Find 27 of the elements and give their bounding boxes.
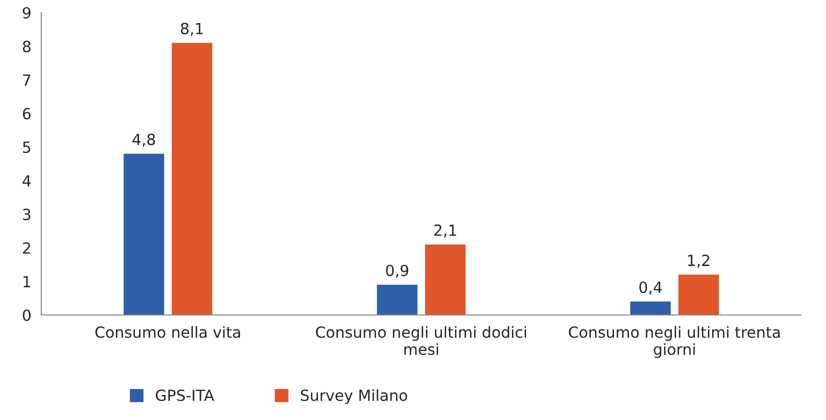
x-tick-label: Consumo negli ultimi dodici mesi bbox=[316, 326, 526, 356]
data-label: 0,9 bbox=[386, 264, 408, 278]
y-tick-label: 9 bbox=[22, 7, 31, 19]
bar bbox=[172, 42, 212, 315]
bar bbox=[124, 154, 164, 315]
y-tick-label: 3 bbox=[23, 208, 30, 220]
legend-label: Survey Milano bbox=[300, 389, 408, 404]
legend-label: GPS-ITA bbox=[156, 390, 214, 402]
y-tick-label: 6 bbox=[22, 108, 31, 120]
data-label: 4,8 bbox=[132, 134, 155, 147]
bar bbox=[678, 274, 719, 315]
y-tick-label: 5 bbox=[23, 142, 30, 154]
bar bbox=[630, 302, 671, 315]
data-label: 2,1 bbox=[434, 224, 456, 238]
data-label: 8,1 bbox=[180, 22, 203, 36]
y-tick-label: 7 bbox=[23, 74, 30, 86]
data-label: 1,2 bbox=[688, 254, 710, 268]
y-tick-label: 8 bbox=[22, 40, 31, 52]
data-label: 0,4 bbox=[639, 281, 662, 295]
y-tick-label: 0 bbox=[22, 309, 31, 322]
x-tick-label: Consumo negli ultimi trenta giorni bbox=[568, 326, 780, 358]
y-tick-label: 2 bbox=[22, 242, 30, 254]
y-tick-label: 4 bbox=[22, 175, 31, 186]
x-tick-label: Consumo nella vita bbox=[95, 326, 240, 338]
bar bbox=[425, 244, 466, 315]
bar bbox=[376, 284, 418, 315]
y-tick-label: 1 bbox=[24, 276, 30, 288]
